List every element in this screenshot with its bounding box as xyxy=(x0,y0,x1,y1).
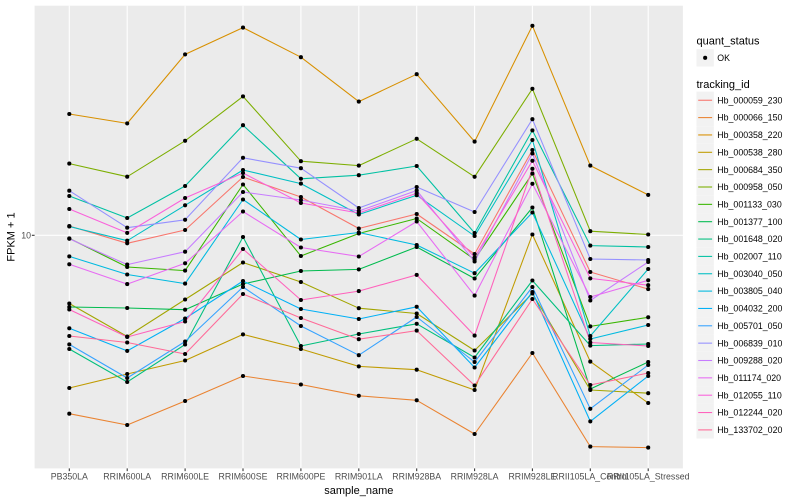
svg-text:RRIM600PE: RRIM600PE xyxy=(276,472,325,482)
svg-text:Hb_001648_020: Hb_001648_020 xyxy=(717,234,782,244)
svg-text:RRII105LA_Stressed: RRII105LA_Stressed xyxy=(607,472,690,482)
svg-text:Hb_004032_200: Hb_004032_200 xyxy=(717,304,782,314)
svg-text:Hb_006839_010: Hb_006839_010 xyxy=(717,338,782,348)
svg-text:Hb_000958_050: Hb_000958_050 xyxy=(717,182,782,192)
svg-text:RRIM600SE: RRIM600SE xyxy=(219,472,268,482)
svg-text:Hb_003805_040: Hb_003805_040 xyxy=(717,286,782,296)
svg-text:Hb_011174_020: Hb_011174_020 xyxy=(717,373,781,383)
svg-text:Hb_001133_030: Hb_001133_030 xyxy=(717,199,782,209)
svg-text:tracking_id: tracking_id xyxy=(697,79,750,91)
svg-text:RRIM901LA: RRIM901LA xyxy=(335,472,383,482)
svg-text:OK: OK xyxy=(717,53,730,63)
svg-text:PB350LA: PB350LA xyxy=(51,472,88,482)
svg-text:Hb_000358_220: Hb_000358_220 xyxy=(717,130,782,140)
svg-text:Hb_000066_150: Hb_000066_150 xyxy=(717,113,782,123)
svg-text:Hb_009288_020: Hb_009288_020 xyxy=(717,356,782,366)
svg-text:Hb_000684_350: Hb_000684_350 xyxy=(717,165,782,175)
svg-text:RRIM600LA: RRIM600LA xyxy=(103,472,151,482)
svg-text:RRIM928BA: RRIM928BA xyxy=(392,472,441,482)
svg-text:Hb_005701_050: Hb_005701_050 xyxy=(717,321,782,331)
svg-text:Hb_003040_050: Hb_003040_050 xyxy=(717,269,782,279)
svg-text:RRII105LA_Control: RRII105LA_Control xyxy=(552,472,628,482)
svg-text:Hb_000059_230: Hb_000059_230 xyxy=(717,95,782,105)
svg-text:RRIM928LE: RRIM928LE xyxy=(508,472,556,482)
svg-text:Hb_002007_110: Hb_002007_110 xyxy=(717,252,782,262)
svg-text:FPKM + 1: FPKM + 1 xyxy=(6,212,18,261)
svg-text:quant_status: quant_status xyxy=(697,36,760,48)
svg-text:RRIM928LA: RRIM928LA xyxy=(451,472,499,482)
svg-text:RRIM600LE: RRIM600LE xyxy=(161,472,209,482)
svg-text:sample_name: sample_name xyxy=(324,485,393,497)
svg-text:Hb_012244_020: Hb_012244_020 xyxy=(717,408,782,418)
svg-text:Hb_001377_100: Hb_001377_100 xyxy=(717,217,782,227)
svg-text:Hb_000538_280: Hb_000538_280 xyxy=(717,147,782,157)
svg-text:Hb_012055_110: Hb_012055_110 xyxy=(717,390,782,400)
svg-text:Hb_133702_020: Hb_133702_020 xyxy=(717,425,782,435)
svg-text:10: 10 xyxy=(21,230,31,240)
